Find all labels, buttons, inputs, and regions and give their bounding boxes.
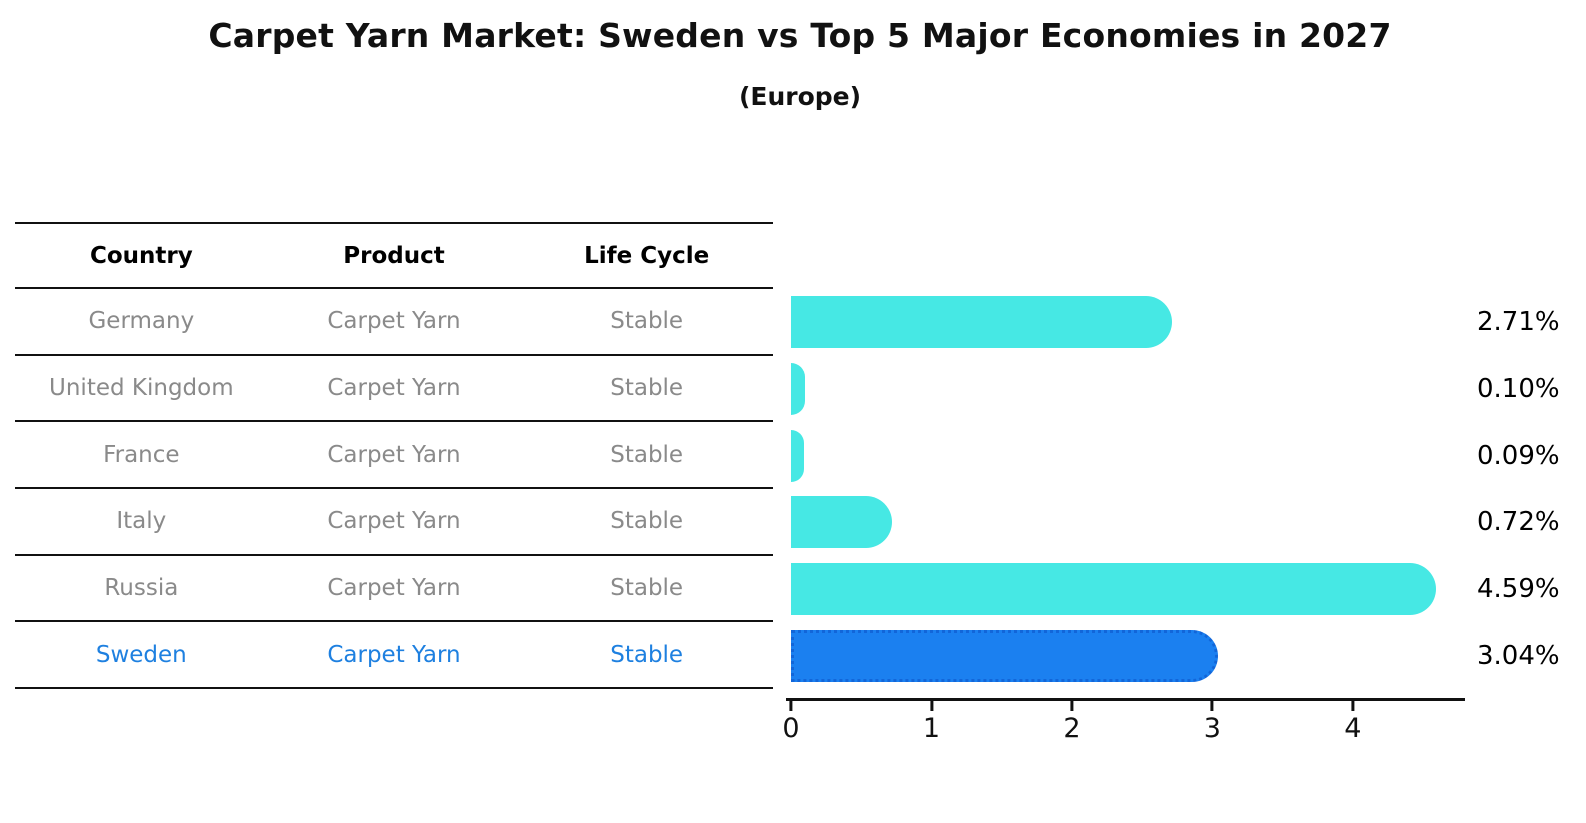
- cell-life-cycle: Stable: [610, 441, 684, 468]
- cell-life-cycle: Stable: [610, 308, 684, 335]
- cell-product: Carpet Yarn: [327, 308, 461, 335]
- x-axis-ticks: 0 1 2 3 4: [782, 701, 1461, 749]
- bar-chart: [791, 289, 1461, 689]
- cell-country: Russia: [104, 575, 179, 602]
- col-header-country: Country: [89, 242, 193, 269]
- x-tick-2: 2: [1063, 701, 1081, 744]
- tick-label: 1: [922, 713, 941, 744]
- bar-row-sweden: [791, 622, 1461, 689]
- cell-life-cycle: Stable: [610, 508, 684, 535]
- cell-product: Carpet Yarn: [327, 575, 461, 602]
- cell-product: Carpet Yarn: [327, 441, 461, 468]
- table-row-italy: Italy Carpet Yarn Stable: [15, 489, 773, 556]
- tick-label: 2: [1063, 713, 1081, 744]
- bar-row-germany: [791, 289, 1461, 356]
- value-label-united-kingdom: 0.10%: [1477, 374, 1560, 404]
- bar-row-italy: [791, 489, 1461, 556]
- table-row-sweden: Sweden Carpet Yarn Stable: [15, 622, 773, 690]
- cell-country: Italy: [116, 508, 167, 535]
- cell-life-cycle: Stable: [610, 641, 684, 668]
- cell-life-cycle: Stable: [610, 375, 684, 402]
- x-tick-1: 1: [923, 701, 940, 744]
- cell-product: Carpet Yarn: [327, 375, 461, 402]
- bar-germany: [791, 296, 1172, 349]
- cell-country: Germany: [88, 308, 195, 335]
- table-row-united-kingdom: United Kingdom Carpet Yarn Stable: [15, 356, 773, 423]
- bar-united-kingdom: [791, 363, 806, 415]
- bar-row-france: [791, 422, 1461, 489]
- chart-subtitle: (Europe): [738, 82, 862, 111]
- col-header-product: Product: [343, 242, 445, 269]
- bar-russia: [791, 563, 1436, 616]
- tick-mark: [1351, 701, 1355, 711]
- tick-mark: [789, 701, 793, 711]
- tick-mark: [929, 701, 933, 711]
- tick-label: 4: [1344, 713, 1362, 744]
- table-row-russia: Russia Carpet Yarn Stable: [15, 556, 773, 623]
- cell-country: United Kingdom: [49, 375, 234, 402]
- value-label-russia: 4.59%: [1477, 574, 1560, 605]
- tick-label: 3: [1203, 713, 1221, 744]
- tick-mark: [1210, 701, 1214, 711]
- value-labels: 2.71% 0.10% 0.09% 0.72% 4.59% 3.04%: [1477, 289, 1586, 689]
- x-tick-4: 4: [1344, 701, 1361, 744]
- chart-title: Carpet Yarn Market: Sweden vs Top 5 Majo…: [208, 16, 1392, 55]
- x-tick-3: 3: [1204, 701, 1221, 744]
- value-label-italy: 0.72%: [1477, 507, 1560, 538]
- cell-life-cycle: Stable: [610, 575, 684, 602]
- bar-france: [791, 429, 804, 482]
- bar-row-russia: [791, 556, 1461, 623]
- cell-product: Carpet Yarn: [327, 641, 461, 668]
- cell-country: France: [103, 441, 180, 468]
- value-label-sweden: 3.04%: [1477, 640, 1560, 671]
- tick-label: 0: [782, 713, 800, 744]
- table-header-row: Country Product Life Cycle: [15, 222, 773, 289]
- cell-product: Carpet Yarn: [327, 508, 461, 535]
- value-label-france: 0.09%: [1477, 440, 1560, 471]
- cell-country: Sweden: [95, 641, 187, 668]
- x-axis-line: [786, 698, 1465, 701]
- bar-italy: [791, 496, 893, 549]
- col-header-life-cycle: Life Cycle: [584, 242, 710, 269]
- x-tick-0: 0: [782, 701, 800, 744]
- table-row-france: France Carpet Yarn Stable: [15, 422, 773, 490]
- data-table: Country Product Life Cycle Germany Carpe…: [15, 222, 773, 690]
- table-row-germany: Germany Carpet Yarn Stable: [15, 289, 773, 356]
- tick-mark: [1070, 701, 1074, 711]
- bar-sweden-highlighted: [791, 629, 1218, 682]
- bar-row-united-kingdom: [791, 356, 1461, 423]
- value-label-germany: 2.71%: [1477, 307, 1560, 338]
